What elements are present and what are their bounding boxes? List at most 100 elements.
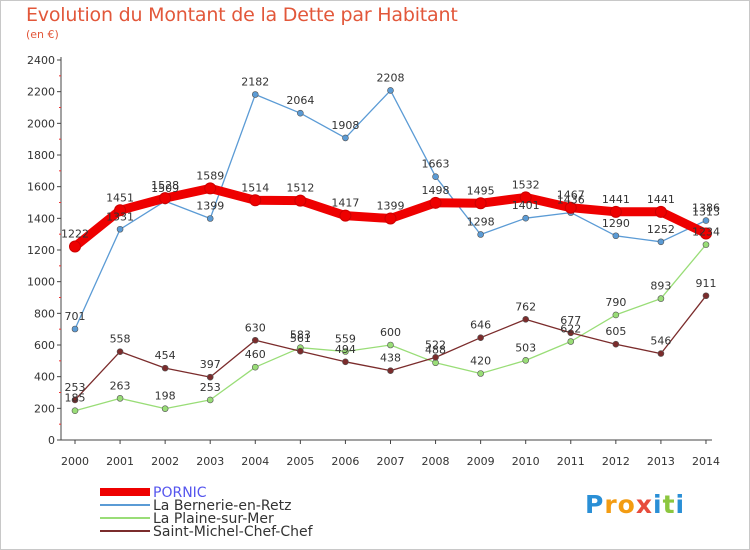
data-label: 1386 (692, 202, 720, 215)
x-tick-label: 2013 (647, 455, 675, 468)
series-point-0 (384, 212, 397, 225)
x-tick-label: 2011 (557, 455, 585, 468)
x-tick-label: 2003 (196, 455, 224, 468)
data-label: 646 (470, 319, 491, 332)
y-tick-label: 1400 (27, 212, 55, 225)
series-point-3 (116, 348, 124, 355)
data-label: 438 (380, 352, 401, 365)
series-point-1 (657, 238, 665, 246)
data-label: 1509 (151, 182, 179, 195)
data-label: 1290 (602, 217, 630, 230)
data-label: 701 (65, 310, 86, 323)
series-point-2 (612, 311, 620, 319)
series-point-0 (564, 201, 577, 214)
series-point-3 (342, 358, 349, 366)
data-label: 1401 (512, 199, 540, 212)
y-tick-label: 0 (48, 434, 55, 447)
data-label: 1514 (241, 181, 269, 194)
logo-letter: x (635, 490, 653, 519)
x-tick-label: 2000 (61, 455, 89, 468)
series-point-2 (522, 357, 530, 364)
x-tick-label: 2009 (467, 455, 495, 468)
x-tick-label: 2004 (241, 455, 269, 468)
data-label: 561 (290, 332, 311, 345)
x-tick-label: 2008 (422, 455, 450, 468)
series-point-1 (116, 225, 124, 233)
y-tick-label: 1800 (27, 149, 55, 162)
y-tick-label: 2000 (27, 117, 55, 130)
logo-letter: o (617, 490, 636, 519)
data-label: 397 (200, 358, 221, 371)
series-point-0 (294, 194, 307, 207)
legend-label-3: Saint-Michel-Chef-Chef (153, 524, 314, 540)
logo-letter: i (675, 490, 686, 519)
series-point-2 (702, 241, 710, 248)
series-point-0 (474, 197, 487, 210)
data-label: 546 (650, 335, 671, 348)
series-point-2 (251, 363, 259, 371)
y-tick-label: 400 (34, 371, 55, 384)
data-label: 622 (560, 323, 581, 336)
series-point-1 (206, 215, 214, 222)
series-point-3 (387, 367, 394, 374)
data-label: 1908 (331, 119, 359, 132)
data-label: 263 (110, 379, 131, 392)
series-point-0 (159, 192, 172, 205)
legend-label-2: La Plaine-sur-Mer (153, 511, 274, 527)
series-point-1 (71, 325, 79, 333)
logo-letter: r (604, 490, 618, 519)
data-label: 2208 (376, 71, 404, 84)
data-label: 762 (515, 300, 536, 313)
x-tick-label: 2002 (151, 455, 179, 468)
x-tick-label: 2001 (106, 455, 134, 468)
y-tick-label: 1000 (27, 276, 55, 289)
series-point-1 (432, 173, 439, 180)
series-point-2 (567, 338, 575, 345)
series-point-0 (609, 205, 622, 218)
series-point-3 (567, 329, 575, 337)
data-label: 1417 (331, 197, 359, 210)
data-label: 1528 (151, 179, 179, 192)
logo-letter: t (662, 490, 676, 519)
series-point-0 (654, 205, 667, 218)
data-label: 1441 (647, 193, 675, 206)
x-tick-label: 2012 (602, 455, 630, 468)
data-label: 1451 (106, 191, 134, 204)
data-label: 1441 (602, 193, 630, 206)
y-tick-label: 600 (34, 339, 55, 352)
data-label: 2064 (286, 94, 314, 107)
data-label: 911 (695, 277, 716, 290)
series-point-3 (702, 292, 710, 300)
chart-title: Evolution du Montant de la Dette par Hab… (26, 4, 458, 26)
series-point-2 (342, 348, 349, 355)
data-label: 1495 (467, 184, 495, 197)
data-label: 559 (335, 332, 356, 345)
series-point-3 (522, 316, 530, 323)
data-label: 1663 (422, 158, 450, 171)
data-label: 1331 (106, 210, 134, 223)
y-tick-label: 2400 (27, 54, 55, 67)
data-label: 790 (605, 296, 626, 309)
data-label: 2182 (241, 76, 269, 89)
legend-label-1: La Bernerie-en-Retz (153, 498, 291, 514)
data-label: 1298 (467, 215, 495, 228)
data-label: 185 (65, 392, 86, 405)
series-point-2 (477, 370, 484, 377)
series-point-3 (71, 396, 79, 404)
data-label: 460 (245, 348, 266, 361)
series-point-3 (251, 336, 259, 344)
data-label: 605 (605, 325, 626, 338)
x-tick-label: 2007 (376, 455, 404, 468)
x-tick-label: 2005 (286, 455, 314, 468)
data-label: 1512 (286, 182, 314, 195)
data-label: 503 (515, 341, 536, 354)
data-label: 1399 (376, 199, 404, 212)
series-point-2 (206, 396, 214, 404)
data-label: 253 (200, 381, 221, 394)
series-point-3 (657, 350, 665, 357)
legend-label-0: PORNIC (153, 485, 207, 501)
data-label: 1498 (422, 184, 450, 197)
series-point-3 (612, 340, 620, 348)
series-point-1 (387, 87, 394, 94)
data-label: 454 (155, 349, 176, 362)
